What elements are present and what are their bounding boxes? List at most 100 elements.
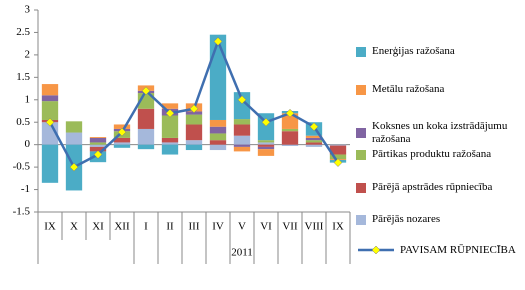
bar-segment bbox=[65, 132, 83, 145]
bar-segment bbox=[305, 142, 323, 145]
total-marker bbox=[309, 122, 319, 132]
total-marker bbox=[237, 95, 247, 105]
bar-segment bbox=[257, 144, 275, 147]
legend-swatch bbox=[356, 128, 366, 138]
bar-segment bbox=[209, 144, 227, 151]
bar-segment bbox=[185, 124, 203, 141]
bar-segment bbox=[257, 140, 275, 143]
legend-label: Pārtikas produktu ražošana bbox=[372, 148, 492, 160]
legend-swatch bbox=[356, 46, 366, 57]
bar-segment bbox=[281, 128, 299, 132]
legend-swatch bbox=[356, 214, 366, 225]
bar-segment bbox=[209, 34, 227, 120]
total-marker bbox=[117, 127, 127, 137]
legend: Enerģijas ražošana Metālu ražošana Koksnes… bbox=[356, 0, 524, 290]
bar-segment bbox=[41, 84, 59, 96]
bar-segment bbox=[257, 146, 275, 150]
bar-segment bbox=[89, 142, 107, 145]
y-tick-label: -1.5 bbox=[13, 206, 31, 218]
legend-item: Pārējās nozares bbox=[356, 213, 524, 226]
legend-item: PAVISAM RŪPNIECĪBA bbox=[356, 243, 524, 257]
y-tick-label: 2.5 bbox=[16, 26, 30, 38]
y-tick-label: -0.5 bbox=[13, 161, 31, 173]
y-tick-label: 1.5 bbox=[16, 71, 30, 83]
bar-segment bbox=[209, 140, 227, 145]
bar-segment bbox=[257, 142, 275, 145]
x-tick-label: IX bbox=[332, 221, 344, 233]
x-tick-label: IX bbox=[44, 221, 56, 233]
legend-label: Metālu ražošana bbox=[372, 83, 445, 95]
legend-marker bbox=[371, 245, 381, 255]
y-tick-label: 3 bbox=[25, 4, 31, 16]
bar-segment bbox=[329, 145, 347, 155]
x-tick-label: VI bbox=[260, 221, 272, 233]
bar-segment bbox=[305, 135, 323, 138]
legend-swatch bbox=[356, 84, 366, 95]
bar-segment bbox=[65, 121, 83, 133]
legend-item: Metālu ražošana bbox=[356, 83, 524, 96]
x-tick-label: IV bbox=[212, 221, 224, 233]
bar-segment bbox=[329, 154, 347, 160]
legend-label: Pārējā apstrādes rūpniecība bbox=[372, 181, 493, 193]
total-marker bbox=[69, 162, 79, 172]
bar-segment bbox=[161, 144, 179, 155]
bar-segment bbox=[89, 137, 107, 138]
bar-segment bbox=[161, 137, 179, 143]
bar-segment bbox=[113, 144, 131, 148]
total-marker bbox=[93, 150, 103, 159]
y-tick-label: 0.5 bbox=[16, 116, 30, 128]
bar-segment bbox=[209, 119, 227, 127]
legend-swatch bbox=[356, 182, 366, 193]
x-tick-label: III bbox=[189, 221, 200, 233]
legend-label: Koksnes un koka izstrādājumu ražošana bbox=[372, 120, 508, 145]
bar-segment bbox=[113, 142, 131, 145]
bar-segment bbox=[161, 115, 179, 138]
bar-segment bbox=[233, 146, 251, 152]
x-tick-label: X bbox=[70, 221, 78, 233]
bar-segment bbox=[329, 144, 347, 146]
bar-segment bbox=[257, 149, 275, 156]
legend-swatch bbox=[356, 149, 366, 160]
group-label: 2011 bbox=[231, 247, 253, 259]
legend-label: PAVISAM RŪPNIECĪBA bbox=[400, 243, 516, 256]
bar-segment bbox=[233, 119, 251, 125]
bar-segment bbox=[137, 128, 155, 145]
legend-item: Enerģijas ražošana bbox=[356, 45, 524, 58]
y-tick-label: 1 bbox=[25, 93, 31, 105]
bar-segment bbox=[233, 135, 251, 145]
bar-segment bbox=[41, 144, 59, 183]
bar-segment bbox=[113, 137, 131, 143]
total-marker bbox=[45, 117, 55, 127]
legend-item: Pārējā apstrādes rūpniecība bbox=[356, 181, 524, 194]
bar-segment bbox=[137, 108, 155, 129]
x-tick-label: XI bbox=[92, 221, 104, 233]
legend-item: Pārtikas produktu ražošana bbox=[356, 148, 524, 161]
y-tick-label: -1 bbox=[21, 183, 30, 195]
bar-segment bbox=[281, 113, 299, 129]
bar-segment bbox=[89, 137, 107, 143]
x-tick-label: II bbox=[166, 221, 174, 233]
x-tick-label: XII bbox=[114, 221, 130, 233]
bar-segment bbox=[137, 144, 155, 150]
total-marker bbox=[141, 86, 151, 96]
bar-segment bbox=[41, 95, 59, 102]
total-marker bbox=[189, 104, 199, 114]
bar-segment bbox=[161, 142, 179, 145]
bar-segment bbox=[89, 146, 107, 152]
bar-segment bbox=[113, 124, 131, 129]
legend-swatch bbox=[358, 245, 394, 255]
total-marker bbox=[261, 117, 271, 127]
legend-label: Enerģijas ražošana bbox=[372, 45, 455, 57]
bar-segment bbox=[185, 140, 203, 145]
total-marker bbox=[165, 108, 175, 118]
bar-segment bbox=[233, 92, 251, 120]
total-marker bbox=[333, 158, 343, 167]
y-tick-label: 0 bbox=[25, 138, 31, 150]
total-marker bbox=[285, 108, 295, 118]
x-tick-label: I bbox=[144, 221, 148, 233]
bar-segment bbox=[185, 114, 203, 125]
x-tick-label: VII bbox=[282, 221, 298, 233]
x-tick-label: V bbox=[238, 221, 246, 233]
